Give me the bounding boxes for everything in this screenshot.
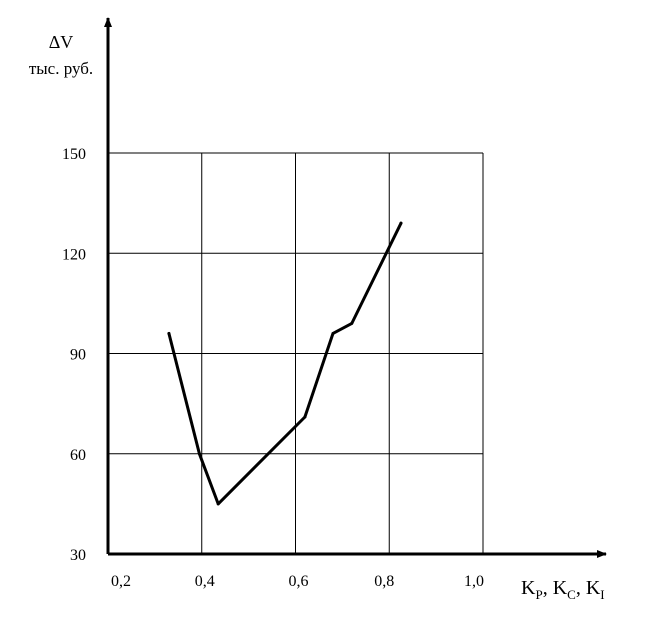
tick-labels: 30 60 90 120 150 0,2 0,4 0,6 0,8 1,0: [62, 146, 484, 590]
x-tick-label: 0,6: [289, 573, 309, 590]
x-axis-label: KP, KC, KI: [521, 577, 605, 602]
data-point: [216, 502, 220, 506]
x-axis-label-base: K: [521, 577, 536, 599]
series: [167, 221, 403, 506]
y-tick-label: 90: [70, 347, 86, 364]
y-tick-label: 60: [70, 447, 86, 464]
series-line: [167, 221, 403, 506]
data-point: [167, 331, 171, 335]
x-axis-label-subscript: I: [600, 587, 604, 602]
x-tick-label: 0,2: [111, 573, 131, 590]
x-tick-label: 0,8: [374, 573, 394, 590]
x-axis-label-subscript: C: [567, 587, 576, 602]
axes: [104, 17, 607, 558]
data-point: [303, 415, 307, 419]
y-tick-label: 120: [62, 246, 86, 263]
x-axis-label-base: K: [586, 577, 601, 599]
grid: [108, 152, 484, 554]
x-axis-label-separator: ,: [543, 577, 553, 599]
data-point: [197, 452, 201, 456]
y-tick-label: 150: [62, 146, 86, 163]
data-point: [399, 221, 403, 225]
y-axis-label-symbol: ΔV: [49, 32, 74, 52]
x-tick-label: 1,0: [464, 573, 484, 590]
y-axis-label-units: тыс. руб.: [29, 59, 93, 78]
x-axis-label-base: K: [553, 577, 568, 599]
x-tick-label: 0,4: [195, 573, 215, 590]
data-point: [350, 321, 354, 325]
x-axis-label-separator: ,: [576, 577, 586, 599]
x-axis-label-subscript: P: [535, 587, 542, 602]
y-tick-label: 30: [70, 547, 86, 564]
data-point: [331, 331, 335, 335]
